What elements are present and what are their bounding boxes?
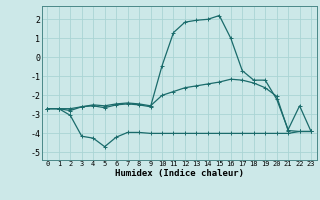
X-axis label: Humidex (Indice chaleur): Humidex (Indice chaleur) — [115, 169, 244, 178]
